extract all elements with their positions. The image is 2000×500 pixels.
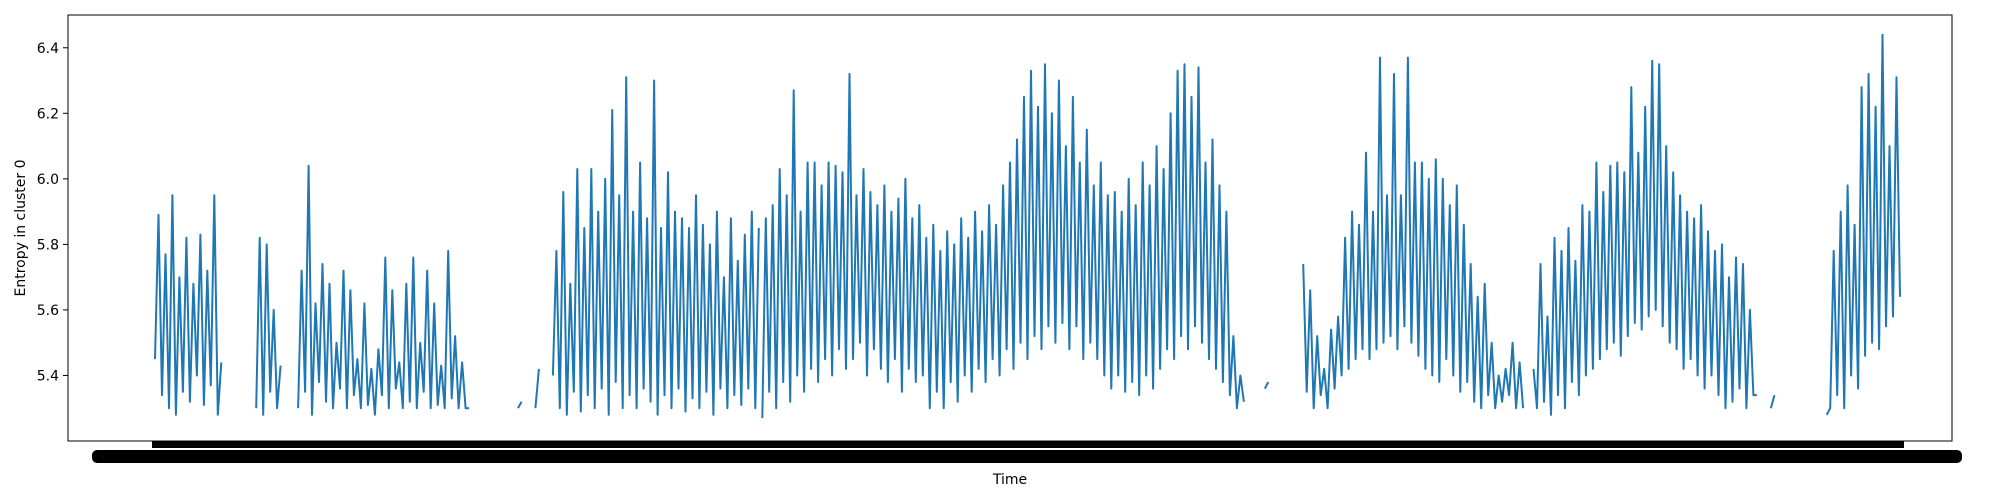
series-segment — [1263, 381, 1270, 390]
y-tick-label: 5.4 — [37, 368, 59, 384]
series-segment — [255, 236, 282, 416]
y-tick-label: 6.2 — [37, 106, 59, 122]
series-segment — [761, 63, 1245, 419]
y-tick-label: 5.6 — [37, 303, 59, 319]
x-tick-marks-band — [152, 441, 1904, 448]
y-axis-label: Entropy in cluster 0 — [13, 159, 29, 296]
series-segment — [534, 368, 540, 409]
x-axis-ticks — [92, 441, 1962, 463]
series-segment — [1302, 56, 1525, 410]
y-tick-label: 6.0 — [37, 172, 59, 188]
series-segment — [1769, 394, 1776, 409]
series-segment — [551, 76, 760, 416]
series-lines — [154, 33, 1901, 419]
series-segment — [1825, 33, 1901, 416]
plot-area-frame — [67, 14, 1953, 442]
x-tick-labels-band — [92, 450, 1962, 463]
x-axis-label: Time — [992, 472, 1027, 488]
y-axis-ticks: 5.4 5.6 5.8 6.0 6.2 6.4 — [37, 41, 68, 384]
series-segment — [154, 194, 223, 416]
series-segment — [297, 164, 470, 416]
y-tick-label: 5.8 — [37, 237, 59, 253]
series-segment — [1532, 59, 1757, 416]
series-segment — [517, 401, 523, 409]
y-tick-label: 6.4 — [37, 41, 59, 57]
